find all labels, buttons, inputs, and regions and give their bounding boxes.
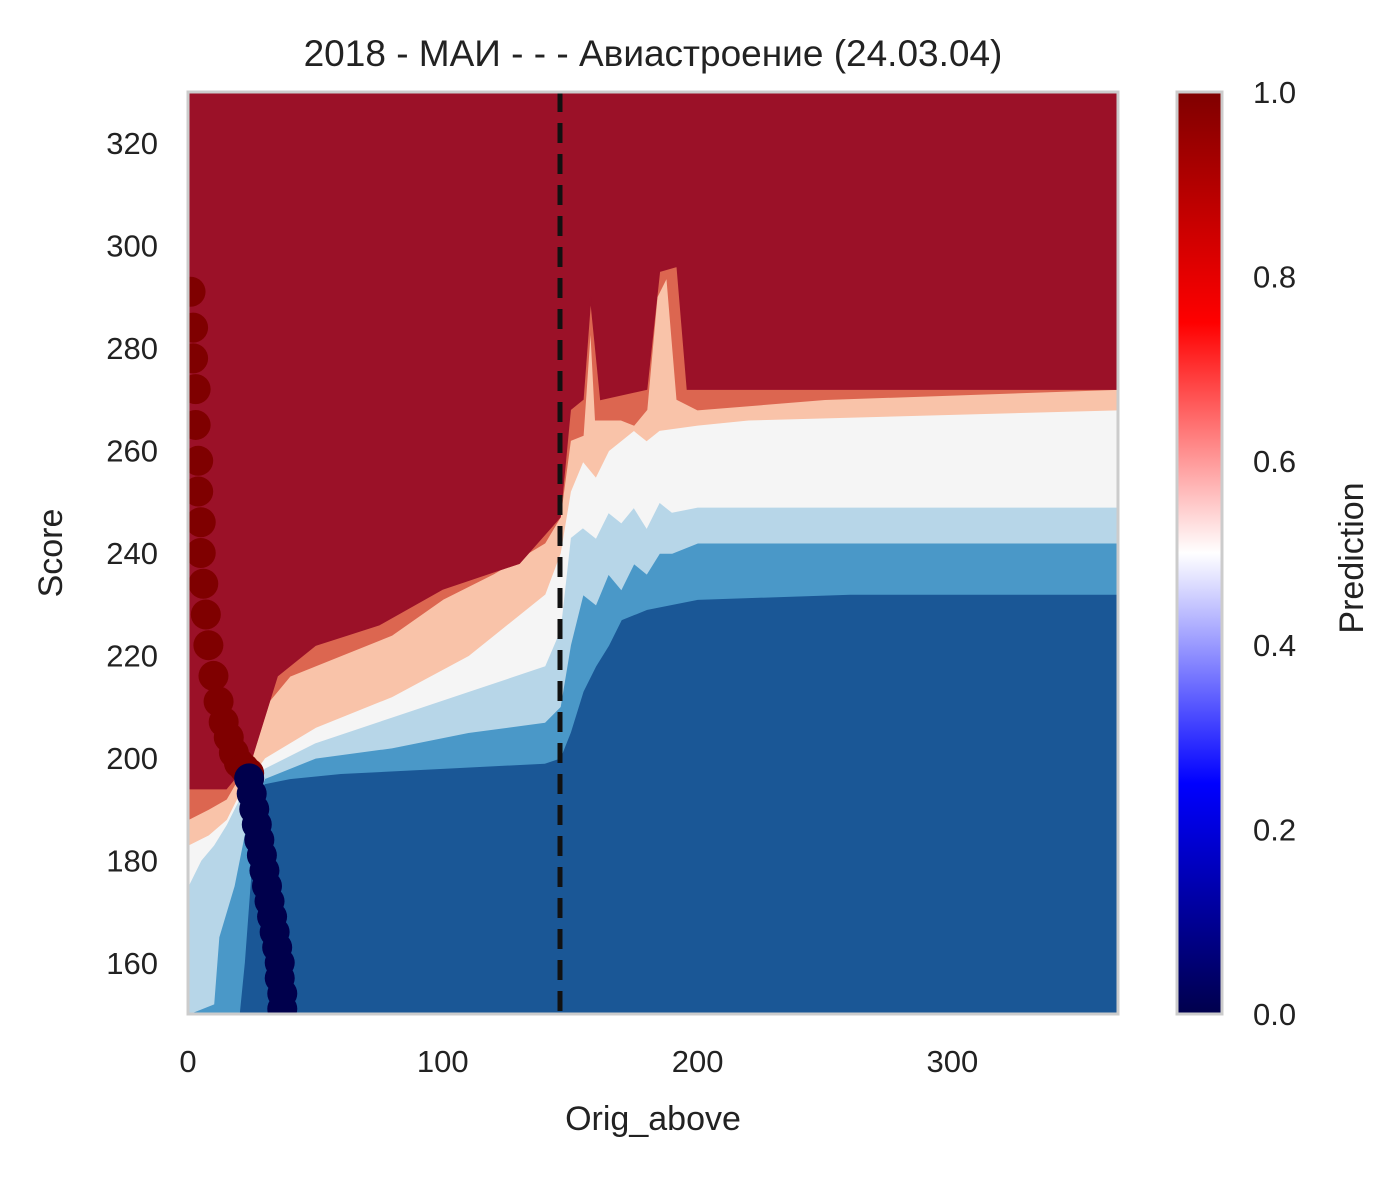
- y-tick-label: 300: [106, 229, 158, 264]
- colorbar-tick-label: 0.0: [1253, 997, 1296, 1032]
- y-axis-ticks: 160 180 200 220 240 260 280 300 320: [106, 126, 158, 981]
- plot-area: [188, 92, 1118, 1014]
- x-axis-label: Orig_above: [565, 1100, 741, 1138]
- scatter-point-high-9: [188, 568, 219, 599]
- scatter-point-high-4: [188, 409, 211, 440]
- colorbar-tick-label: 0.8: [1253, 259, 1296, 294]
- chart-title: 2018 - МАИ - - - Авиастроение (24.03.04): [304, 33, 1003, 74]
- colorbar-tick-label: 0.6: [1253, 444, 1296, 479]
- x-tick-label: 300: [927, 1044, 979, 1079]
- colorbar-frame: [1175, 90, 1224, 1016]
- scatter-point-high-1: [188, 312, 209, 343]
- scatter-point-high-10: [190, 599, 221, 630]
- y-tick-label: 180: [106, 843, 158, 878]
- colorbar-ticks: 0.0 0.2 0.4 0.6 0.8 1.0: [1253, 75, 1296, 1032]
- colorbar: 0.0 0.2 0.4 0.6 0.8 1.0 Prediction: [1175, 75, 1371, 1032]
- scatter-point-high-12: [198, 660, 229, 691]
- scatter-point-high-5: [188, 445, 214, 476]
- y-tick-label: 260: [106, 434, 158, 469]
- y-tick-label: 320: [106, 126, 158, 161]
- x-axis-ticks: 0 100 200 300: [179, 1044, 978, 1079]
- colorbar-tick-label: 1.0: [1253, 75, 1296, 110]
- colorbar-tick-label: 0.4: [1253, 628, 1296, 663]
- y-tick-label: 200: [106, 741, 158, 776]
- y-tick-label: 280: [106, 331, 158, 366]
- y-tick-label: 240: [106, 536, 158, 571]
- scatter-point-high-3: [188, 374, 211, 405]
- scatter-point-high-8: [188, 538, 216, 568]
- scatter-point-high-11: [193, 630, 224, 661]
- contour-bands: [188, 92, 1118, 1014]
- colorbar-tick-label: 0.2: [1253, 813, 1296, 848]
- x-tick-label: 200: [672, 1044, 724, 1079]
- plot-frame: [186, 90, 1120, 1016]
- contour-band-6: [188, 92, 1118, 790]
- scatter-point-low-15: [267, 993, 298, 1014]
- colorbar-gradient: [1177, 92, 1222, 1014]
- x-tick-label: 100: [417, 1044, 469, 1079]
- y-tick-label: 160: [106, 946, 158, 981]
- scatter-point-high-7: [188, 507, 216, 538]
- scatter-point-high-0: [188, 276, 206, 307]
- x-tick-label: 0: [179, 1044, 196, 1079]
- scatter-point-high-6: [188, 476, 214, 507]
- scatter-point-high-2: [188, 343, 209, 374]
- y-tick-label: 220: [106, 638, 158, 673]
- scatter-points: [188, 276, 298, 1014]
- colorbar-label: Prediction: [1333, 482, 1371, 633]
- y-axis-label: Score: [32, 509, 70, 598]
